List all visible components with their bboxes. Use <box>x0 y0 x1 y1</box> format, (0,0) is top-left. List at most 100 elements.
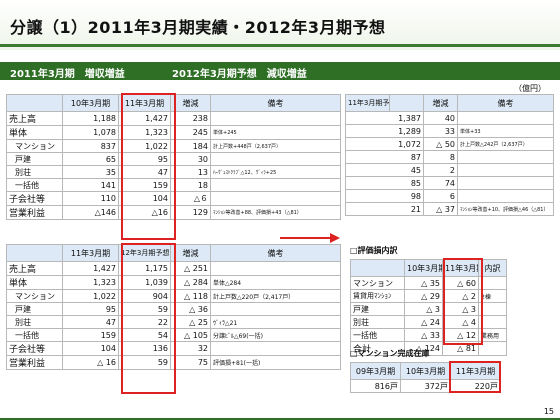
section-right-label: 2012年3月期予想 減収増益 <box>172 69 307 80</box>
remark-cell: ﾏﾝｼｮﾝ等改善+88、評価損+43（△81） <box>210 205 341 220</box>
table-row: マンション △ 35 △ 60 <box>350 276 507 290</box>
table-cell: 1,022 <box>118 139 171 153</box>
table-cell: 87 <box>345 150 424 164</box>
table-row: 一括他 141 159 18 <box>6 178 341 192</box>
header-cell: 11年3月期 <box>118 94 171 112</box>
remark-cell: 評価損+81(一括) <box>210 355 341 370</box>
header-cell <box>350 259 405 277</box>
results-table: 10年3月期 11年3月期 増減 備考 売上高 1,188 1,427 238 単体 1… <box>6 94 341 220</box>
table-cell: △ 81 <box>442 341 479 356</box>
table-row: 売上高 1,188 1,427 238 <box>6 111 341 126</box>
table-cell: 85 <box>345 176 424 190</box>
table-cell: 1,427 <box>62 261 119 276</box>
header-cell <box>6 94 63 112</box>
table-cell: 59 <box>118 355 171 370</box>
remark-cell <box>210 191 341 206</box>
table-row: 一括他 159 54 △ 105 分譲ﾋﾞﾙ△69(一括) <box>6 328 341 342</box>
table-cell: 159 <box>62 328 119 342</box>
remark-cell <box>210 111 341 126</box>
table-row: 単体 1,323 1,039 △ 284 単体△284 <box>6 275 341 290</box>
header-cell <box>389 94 424 112</box>
table-cell: 159 <box>118 178 171 192</box>
footer-divider <box>0 418 560 420</box>
eval-table: 10年3月期 11年3月期 内訳 マンション△ 35△ 60 賃貸用ﾏﾝｼｮﾝ△… <box>350 259 507 356</box>
table-cell: 2 <box>423 163 458 177</box>
header-cell: 増減 <box>170 244 211 262</box>
table-row: 戸建 95 59 △ 36 <box>6 302 341 316</box>
page-title: 分譲（1）2011年3月期実績・2012年3月期予想 <box>10 18 386 37</box>
table-cell: 1,078 <box>62 125 119 140</box>
table-cell: 95 <box>118 152 171 166</box>
unit-label: （億円） <box>514 84 546 93</box>
table-cell: △ 251 <box>170 261 211 276</box>
row-label: 合計 <box>350 341 405 356</box>
table-cell: △ 29 <box>404 289 443 303</box>
table-cell: △ 60 <box>442 276 479 290</box>
remark-cell: 計上戸数+448戸（2,637戸） <box>210 139 341 153</box>
remark-cell: 2棟 <box>478 289 507 303</box>
table-cell: 110 <box>62 191 119 206</box>
remark-cell <box>457 150 554 164</box>
table-cell: 1,022 <box>62 289 119 303</box>
table-row: 87 8 <box>345 150 554 164</box>
table-cell: 1,175 <box>118 261 171 276</box>
table-row: マンション 1,022 904 △ 118 計上戸数△220戸（2,417戸） <box>6 289 341 303</box>
row-label: 別荘 <box>6 315 63 329</box>
table-row: 別荘 47 22 △ 25 ｳﾞｨﾗ△21 <box>6 315 341 329</box>
table-cell: △ 124 <box>404 341 443 356</box>
row-label: 営業利益 <box>6 355 63 370</box>
table-cell: △ 3 <box>404 302 443 316</box>
table-cell: 220戸 <box>450 379 501 393</box>
table-cell: 1,323 <box>62 275 119 290</box>
table-cell: 98 <box>345 189 424 203</box>
table-cell: 136 <box>118 341 171 356</box>
table-cell: △ 2 <box>442 289 479 303</box>
table-cell: 45 <box>345 163 424 177</box>
table-cell: 184 <box>170 139 211 153</box>
table-header-row: 11年3月期予想 増減 備考 <box>345 94 554 112</box>
table-cell: 75 <box>170 355 211 370</box>
table-row: 21 △ 37 ﾏﾝｼｮﾝ等改善+10、評価損△46（△81） <box>345 202 554 216</box>
table-cell: 40 <box>423 111 458 125</box>
table-cell: 8 <box>423 150 458 164</box>
inventory-table: 09年3月期 10年3月期 11年3月期 816戸 372戸 220戸 <box>350 362 501 393</box>
table-cell: △ 16 <box>62 355 119 370</box>
section-bar: 2011年3月期 増収増益 2012年3月期予想 減収増益 <box>0 62 560 80</box>
header-cell: 内訳 <box>478 259 507 277</box>
row-label: 一括他 <box>6 328 63 342</box>
table-cell: 22 <box>118 315 171 329</box>
table-cell: 47 <box>118 165 171 179</box>
remark-cell: 業務用 <box>478 328 507 342</box>
table-row: 合計 △ 124 △ 81 <box>350 341 507 356</box>
table-cell: △ 3 <box>442 302 479 316</box>
table-cell: △146 <box>62 205 119 220</box>
table-cell: 47 <box>62 315 119 329</box>
remark-cell: 分譲ﾋﾞﾙ△69(一括) <box>210 328 341 342</box>
row-label: 売上高 <box>6 261 63 276</box>
table-cell: 18 <box>170 178 211 192</box>
table-cell: 32 <box>170 341 211 356</box>
remark-cell <box>210 152 341 166</box>
header-cell: 11年3月期 <box>442 259 479 277</box>
table-row: 戸建 65 95 30 <box>6 152 341 166</box>
remark-cell: ｳﾞｨﾗ△21 <box>210 315 341 329</box>
remark-cell: 単体△284 <box>210 275 341 290</box>
table-cell: 104 <box>118 191 171 206</box>
header-cell: 11年3月期予想 <box>345 94 390 112</box>
table-cell: 904 <box>118 289 171 303</box>
row-label: 営業利益 <box>6 205 63 220</box>
table-cell: 238 <box>170 111 211 126</box>
header-cell: 増減 <box>170 94 211 112</box>
table-cell: 6 <box>423 189 458 203</box>
table-header-row: 10年3月期 11年3月期 内訳 <box>350 259 507 277</box>
table-header-row: 11年3月期 12年3月期予想 増減 備考 <box>6 244 341 262</box>
row-label: マンション <box>6 139 63 153</box>
header-cell: 12年3月期予想 <box>118 244 171 262</box>
table-cell: △ 35 <box>404 276 443 290</box>
table-cell: △ 105 <box>170 328 211 342</box>
table-row: 営業利益 △146 △16 129 ﾏﾝｼｮﾝ等改善+88、評価損+43（△81） <box>6 205 341 220</box>
table-cell: 33 <box>423 124 458 138</box>
table-row: 1,289 33 単体+33 <box>345 124 554 138</box>
table-cell: 1,072 <box>345 137 424 151</box>
